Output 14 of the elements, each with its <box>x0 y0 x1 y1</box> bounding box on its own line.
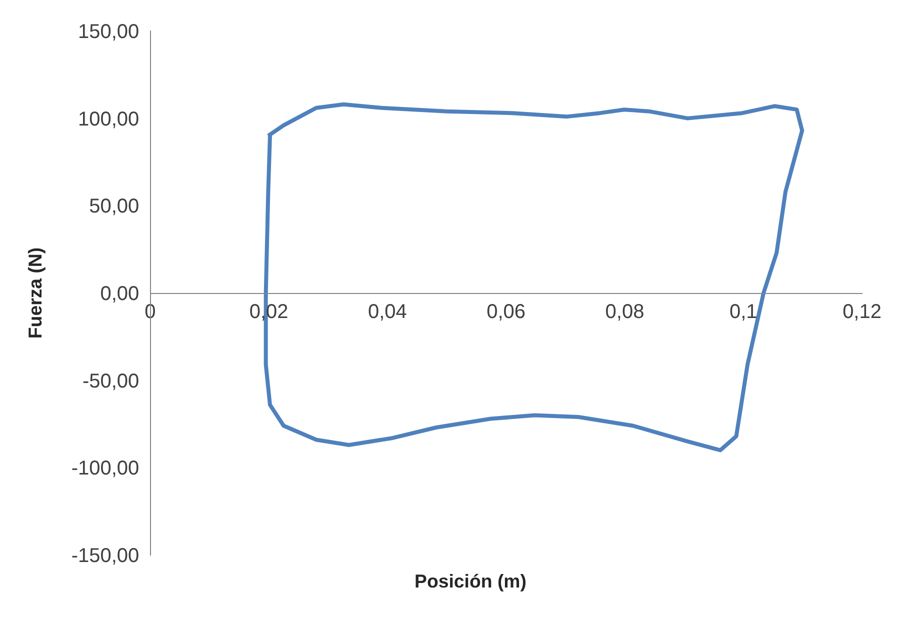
y-tick-label: -50,00 <box>82 370 140 392</box>
x-tick-label: 0,06 <box>486 301 526 323</box>
y-tick-label: 150,00 <box>78 20 140 43</box>
y-tick-label: 0,00 <box>100 283 140 305</box>
y-tick-label: -150,00 <box>71 545 140 568</box>
y-tick-label: 100,00 <box>78 108 140 130</box>
x-axis-title: Posición (m) <box>414 570 526 592</box>
y-tick-label: 50,00 <box>89 196 140 218</box>
x-tick-label: 0,1 <box>729 301 758 323</box>
x-tick-label: 0,04 <box>368 301 407 323</box>
y-tick-label: -100,00 <box>71 458 140 480</box>
x-tick-label: 0,08 <box>605 301 644 323</box>
x-tick-label: 0,12 <box>842 301 882 323</box>
y-axis-title: Fuerza (N) <box>24 247 46 339</box>
